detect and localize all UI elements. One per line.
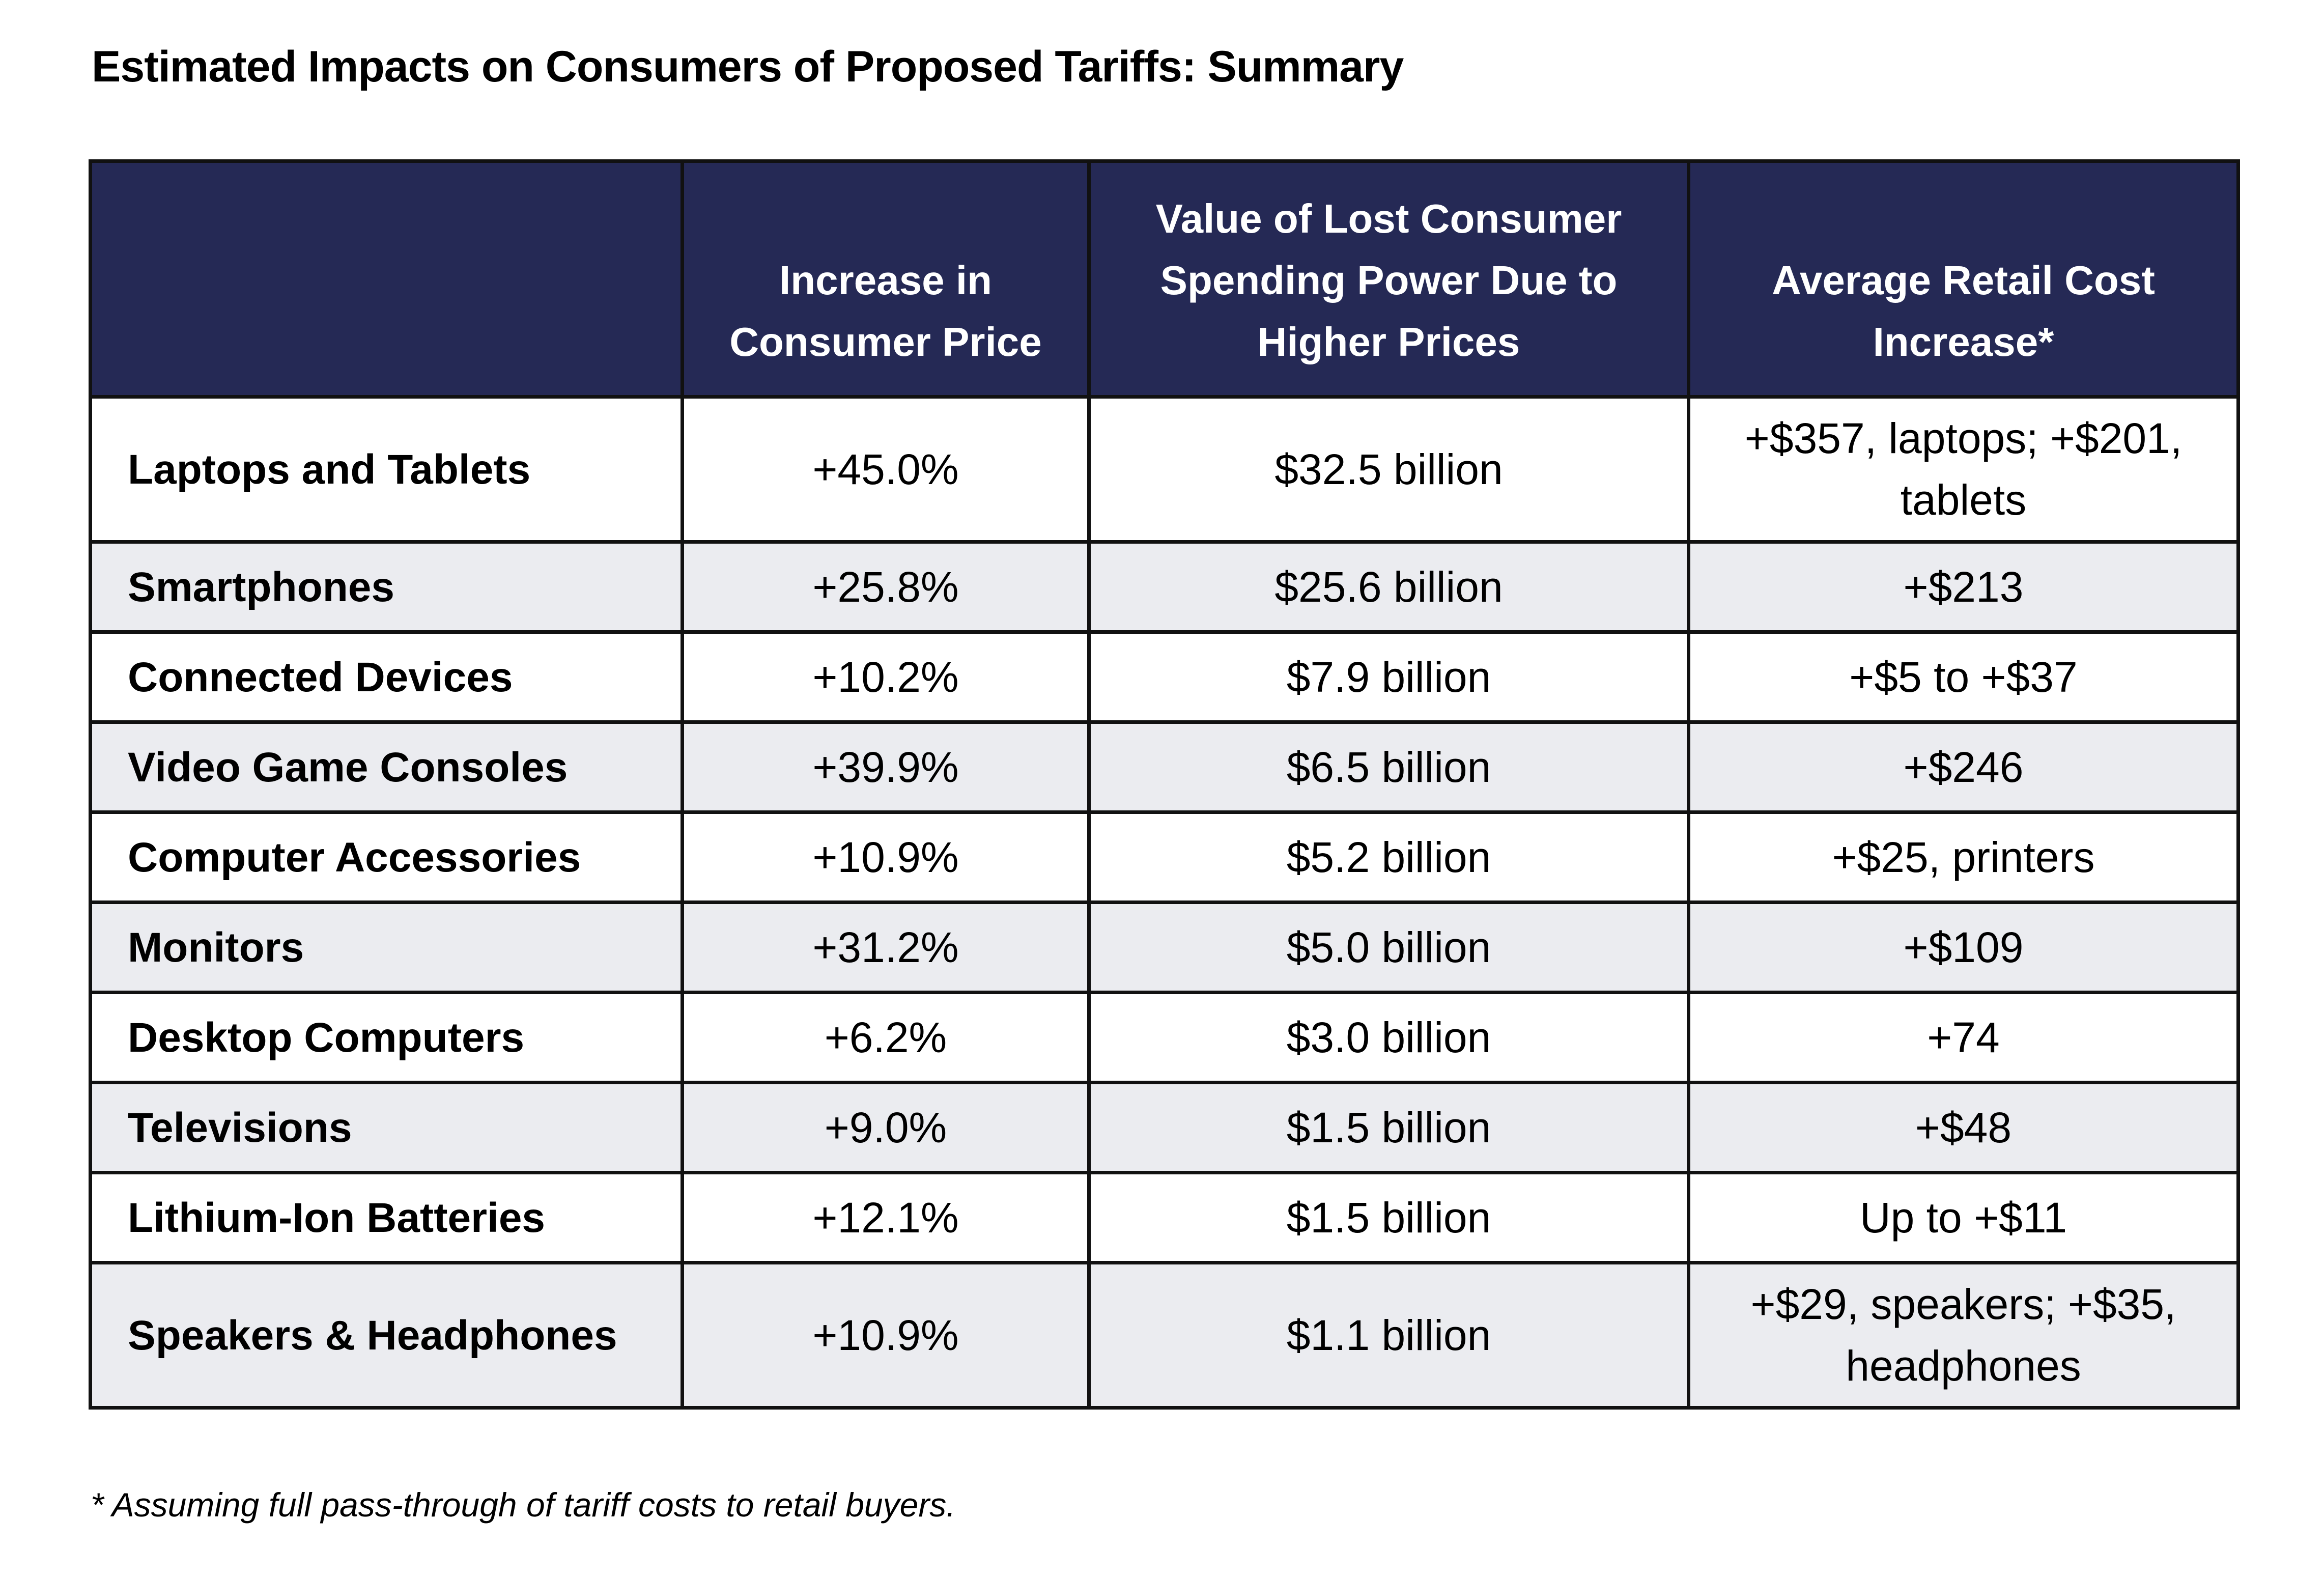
cell-category: Laptops and Tablets (89, 395, 684, 544)
table-row: Lithium-Ion Batteries +12.1% $1.5 billion U… (89, 1171, 2240, 1264)
cell-price-increase: +12.1% (681, 1171, 1091, 1264)
cell-retail-cost: +$357, laptops; +$201, tablets (1687, 395, 2240, 544)
cell-category: Connected Devices (89, 630, 684, 724)
table-row: Connected Devices +10.2% $7.9 billion +$5 t… (89, 630, 2240, 724)
cell-retail-cost: +$5 to +$37 (1687, 630, 2240, 724)
cell-price-increase: +45.0% (681, 395, 1091, 544)
cell-retail-cost: +$246 (1687, 720, 2240, 814)
cell-category: Televisions (89, 1081, 684, 1174)
cell-retail-cost: +$48 (1687, 1081, 2240, 1174)
cell-price-increase: +39.9% (681, 720, 1091, 814)
cell-retail-cost: +$213 (1687, 540, 2240, 634)
header-retail-cost: Average Retail Cost Increase* (1687, 159, 2240, 399)
cell-category: Desktop Computers (89, 991, 684, 1084)
tariff-impact-table: Increase in Consumer Price Value of Lost… (89, 159, 2240, 1410)
table-row: Desktop Computers +6.2% $3.0 billion +74 (89, 991, 2240, 1084)
cell-lost-spending: $1.5 billion (1087, 1081, 1690, 1174)
cell-price-increase: +9.0% (681, 1081, 1091, 1174)
cell-lost-spending: $5.0 billion (1087, 900, 1690, 994)
table-row: Smartphones +25.8% $25.6 billion +$213 (89, 540, 2240, 634)
cell-category: Monitors (89, 900, 684, 994)
cell-price-increase: +6.2% (681, 991, 1091, 1084)
cell-category: Video Game Consoles (89, 720, 684, 814)
cell-category: Smartphones (89, 540, 684, 634)
cell-retail-cost: +$25, printers (1687, 810, 2240, 904)
cell-price-increase: +31.2% (681, 900, 1091, 994)
cell-lost-spending: $3.0 billion (1087, 991, 1690, 1084)
cell-lost-spending: $1.5 billion (1087, 1171, 1690, 1264)
header-row: Increase in Consumer Price Value of Lost… (89, 159, 2240, 399)
header-lost-spending: Value of Lost Consumer Spending Power Du… (1087, 159, 1690, 399)
cell-price-increase: +10.9% (681, 1261, 1091, 1410)
table-row: Speakers & Headphones +10.9% $1.1 billion +… (89, 1261, 2240, 1410)
cell-category: Lithium-Ion Batteries (89, 1171, 684, 1264)
cell-lost-spending: $5.2 billion (1087, 810, 1690, 904)
footnote: * Assuming full pass-through of tariff c… (91, 1486, 956, 1524)
header-price-increase: Increase in Consumer Price (681, 159, 1091, 399)
table-row: Video Game Consoles +39.9% $6.5 billion +$2… (89, 720, 2240, 814)
cell-retail-cost: +74 (1687, 991, 2240, 1084)
cell-lost-spending: $7.9 billion (1087, 630, 1690, 724)
cell-price-increase: +25.8% (681, 540, 1091, 634)
cell-retail-cost: Up to +$11 (1687, 1171, 2240, 1264)
cell-price-increase: +10.9% (681, 810, 1091, 904)
cell-retail-cost: +$109 (1687, 900, 2240, 994)
cell-lost-spending: $25.6 billion (1087, 540, 1690, 634)
page-title: Estimated Impacts on Consumers of Propos… (92, 42, 1404, 91)
cell-lost-spending: $6.5 billion (1087, 720, 1690, 814)
cell-lost-spending: $32.5 billion (1087, 395, 1690, 544)
table-row: Computer Accessories +10.9% $5.2 billion +$… (89, 810, 2240, 904)
cell-price-increase: +10.2% (681, 630, 1091, 724)
cell-category: Computer Accessories (89, 810, 684, 904)
header-category (89, 159, 684, 399)
table-row: Televisions +9.0% $1.5 billion +$48 (89, 1081, 2240, 1174)
cell-retail-cost: +$29, speakers; +$35, headphones (1687, 1261, 2240, 1410)
cell-lost-spending: $1.1 billion (1087, 1261, 1690, 1410)
table-row: Laptops and Tablets +45.0% $32.5 billion +$… (89, 395, 2240, 544)
cell-category: Speakers & Headphones (89, 1261, 684, 1410)
table-row: Monitors +31.2% $5.0 billion +$109 (89, 900, 2240, 994)
